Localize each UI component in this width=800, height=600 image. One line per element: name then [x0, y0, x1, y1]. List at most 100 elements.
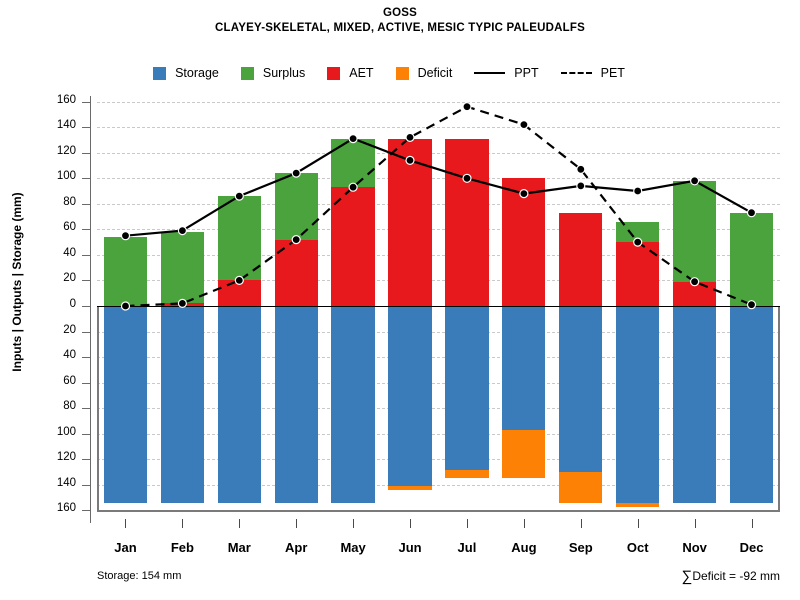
bar-segment-surplus: [160, 231, 204, 304]
y-axis-tick-label: 140: [56, 476, 76, 489]
legend-item-surplus[interactable]: Surplus: [240, 66, 306, 80]
square-swatch-icon: [395, 66, 409, 80]
square-swatch-icon: [240, 66, 254, 80]
bar-group-jun[interactable]: [388, 101, 432, 518]
x-axis-label-feb: Feb: [170, 540, 194, 555]
y-axis-tick: [82, 484, 90, 486]
bar-segment-surplus: [616, 221, 660, 243]
y-axis-tick: [82, 229, 90, 231]
plot-baseline: [97, 510, 780, 513]
zero-line: [97, 306, 780, 307]
x-axis-tick: [410, 519, 412, 528]
chart-legend: Storage Surplus AET Deficit PPT PET: [0, 66, 800, 80]
bar-segment-storage: [672, 306, 717, 503]
x-axis-tick: [637, 519, 639, 528]
legend-label: Storage: [175, 66, 219, 80]
legend-item-ppt[interactable]: PPT: [474, 66, 539, 80]
legend-label: AET: [349, 66, 374, 80]
y-axis-tick: [82, 306, 90, 307]
y-axis-tick-label: 100: [56, 170, 76, 183]
x-axis-tick: [580, 519, 582, 528]
bar-segment-storage: [103, 306, 148, 503]
chart-title: GOSS CLAYEY-SKELETAL, MIXED, ACTIVE, MES…: [0, 6, 800, 36]
bar-segment-surplus: [729, 212, 774, 306]
bar-group-mar[interactable]: [217, 101, 261, 518]
x-axis-label-mar: Mar: [227, 540, 251, 555]
bar-segment-storage: [502, 306, 546, 430]
y-axis-tick-label: 0: [69, 298, 76, 310]
y-axis-tick-label: 160: [56, 502, 76, 515]
bar-group-may[interactable]: [331, 101, 375, 518]
bar-segment-aet: [616, 242, 660, 306]
gridline: [97, 382, 780, 384]
bar-segment-aet: [672, 281, 717, 306]
bar-segment-surplus: [672, 180, 717, 282]
y-axis-tick-label: 160: [56, 93, 76, 106]
x-axis-tick: [466, 519, 468, 528]
bar-group-jul[interactable]: [445, 101, 489, 518]
x-axis-tick: [239, 519, 241, 528]
y-axis-tick: [82, 382, 90, 384]
legend-label: Surplus: [262, 66, 306, 80]
bar-segment-storage: [445, 306, 489, 470]
x-axis-tick: [694, 519, 696, 528]
bar-group-nov[interactable]: [672, 101, 717, 518]
y-axis-tick: [82, 408, 90, 410]
legend-label: Deficit: [417, 66, 453, 80]
bar-group-dec[interactable]: [729, 101, 774, 518]
y-axis-tick-label: 40: [63, 349, 76, 362]
legend-label: PET: [600, 66, 625, 80]
legend-label: PPT: [514, 66, 539, 80]
y-axis-tick: [82, 459, 90, 461]
x-axis-label-dec: Dec: [739, 540, 764, 555]
y-axis-tick-label: 80: [63, 400, 76, 413]
bar-segment-storage: [331, 306, 375, 503]
plot-left-edge: [97, 306, 99, 511]
bar-segment-surplus: [103, 237, 148, 306]
y-axis-tick-label: 20: [63, 323, 76, 336]
bar-segment-storage: [729, 306, 774, 503]
gridline: [97, 484, 780, 486]
bar-group-jan[interactable]: [103, 101, 148, 518]
bar-segment-surplus: [217, 196, 261, 281]
gridline: [97, 357, 780, 359]
square-swatch-icon: [327, 66, 341, 80]
x-axis-label-jan: Jan: [114, 540, 137, 555]
y-axis-tick: [82, 152, 90, 154]
legend-item-aet[interactable]: AET: [327, 66, 374, 80]
gridline: [97, 459, 780, 461]
square-swatch-icon: [153, 66, 167, 80]
y-axis-tick-label: 120: [56, 144, 76, 157]
legend-item-deficit[interactable]: Deficit: [395, 66, 453, 80]
title-line-1: GOSS: [382, 7, 418, 19]
y-axis-tick: [82, 203, 90, 205]
solid-line-icon: [474, 72, 506, 74]
bar-group-aug[interactable]: [502, 101, 546, 518]
bar-group-oct[interactable]: [616, 101, 660, 518]
bar-segment-aet: [445, 138, 489, 306]
bar-segment-deficit: [559, 472, 603, 503]
bar-group-feb[interactable]: [160, 101, 204, 518]
x-axis-label-jun: Jun: [398, 540, 422, 555]
deficit-note-text: Deficit = -92 mm: [692, 569, 780, 583]
bar-group-sep[interactable]: [559, 101, 603, 518]
bar-segment-deficit: [616, 502, 660, 507]
bar-segment-storage: [388, 306, 432, 487]
x-axis-tick: [182, 519, 184, 528]
bar-group-apr[interactable]: [274, 101, 318, 518]
bar-segment-storage: [559, 306, 603, 473]
x-axis-tick: [751, 519, 753, 528]
y-axis-tick: [82, 127, 90, 129]
gridline: [97, 331, 780, 333]
legend-item-storage[interactable]: Storage: [153, 66, 219, 80]
x-axis-tick: [523, 519, 525, 528]
y-axis-tick-label: 40: [63, 246, 76, 259]
dashed-line-icon: [560, 72, 592, 74]
gridline: [97, 101, 780, 103]
sigma-icon: ∑: [681, 568, 693, 585]
legend-item-pet[interactable]: PET: [560, 66, 625, 80]
bar-segment-deficit: [445, 469, 489, 479]
bar-segment-surplus: [274, 173, 318, 240]
x-axis-label-aug: Aug: [511, 540, 537, 555]
